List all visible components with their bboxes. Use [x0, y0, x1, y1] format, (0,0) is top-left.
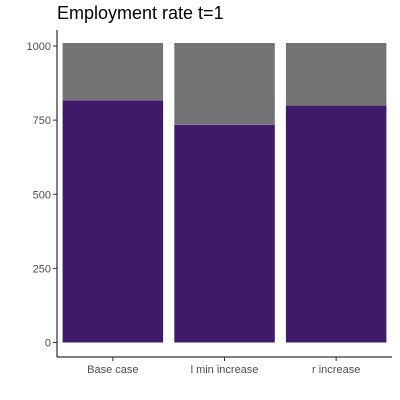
- y-tick-label: 500: [33, 189, 51, 201]
- y-tick-label: 250: [33, 263, 51, 275]
- y-tick-label: 0: [45, 338, 51, 350]
- bar-2-3: [285, 43, 387, 106]
- y-tick-label: 750: [33, 115, 51, 127]
- x-tick-label: l min increase: [191, 364, 259, 376]
- x-tick-label: r increase: [312, 364, 360, 376]
- bar-1-3: [285, 105, 387, 343]
- bar-2-2: [174, 43, 275, 125]
- x-tick-label: Base case: [87, 364, 138, 376]
- y-ticks-group: 0 250 500 750 1000: [27, 41, 57, 350]
- bar-1-1: [62, 100, 164, 343]
- bars-group: [62, 43, 387, 343]
- y-tick-label: 1000: [27, 41, 51, 53]
- bar-1-2: [174, 124, 275, 343]
- x-ticks-group: Base case l min increase r increase: [87, 357, 360, 376]
- bar-2-1: [62, 43, 164, 101]
- chart-title: Employment rate t=1: [57, 3, 224, 23]
